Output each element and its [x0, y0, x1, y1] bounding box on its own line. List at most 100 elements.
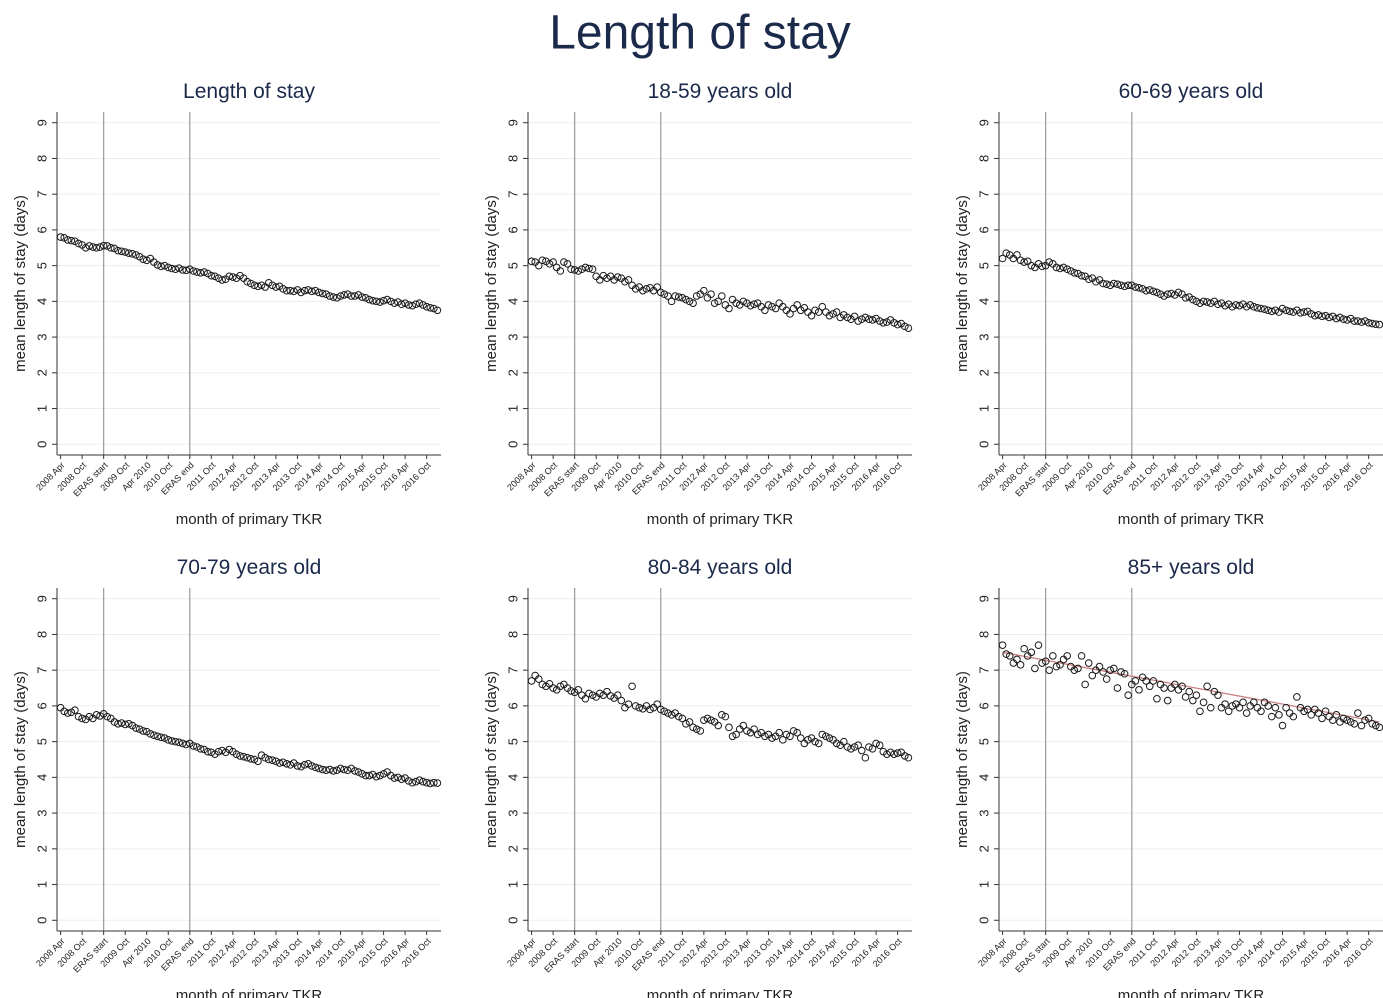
point: [1102, 280, 1111, 289]
point: [430, 778, 438, 787]
y-axis-label: mean length of stay (days): [12, 671, 29, 848]
point: [743, 727, 751, 735]
point: [426, 779, 435, 788]
point: [714, 297, 723, 306]
point: [1124, 691, 1132, 699]
point: [232, 750, 241, 758]
point: [261, 753, 269, 762]
point: [750, 725, 758, 733]
y-tick-label: 9: [34, 595, 49, 602]
point: [358, 769, 366, 778]
point: [412, 777, 420, 786]
point: [1110, 664, 1118, 673]
point: [1106, 666, 1115, 674]
point: [1325, 313, 1333, 322]
point: [1059, 263, 1068, 272]
y-tick-label: 7: [976, 191, 991, 198]
point: [415, 776, 424, 785]
point: [998, 254, 1007, 263]
point: [646, 705, 654, 714]
point: [725, 723, 733, 732]
point: [139, 255, 147, 264]
point: [850, 743, 859, 751]
point: [1321, 707, 1330, 716]
point: [250, 281, 259, 290]
y-tick-label: 9: [505, 119, 520, 126]
point: [1368, 719, 1377, 728]
point: [861, 313, 870, 322]
point: [60, 707, 68, 716]
point: [653, 700, 661, 708]
point: [1002, 249, 1010, 257]
point: [63, 236, 72, 244]
point: [843, 313, 852, 322]
point: [135, 725, 144, 733]
point: [538, 256, 547, 265]
y-tick-label: 6: [505, 226, 520, 233]
point: [1156, 290, 1165, 299]
x-axis-label: month of primary TKR: [1118, 987, 1265, 998]
point: [527, 257, 536, 266]
point: [1350, 719, 1359, 728]
point: [178, 739, 187, 748]
point: [1228, 702, 1237, 710]
y-tick-label: 6: [976, 702, 991, 709]
y-tick-label: 7: [34, 191, 49, 198]
point: [682, 719, 690, 728]
point: [1318, 312, 1326, 321]
point: [639, 286, 647, 295]
point: [218, 276, 226, 284]
point: [1110, 279, 1118, 288]
point: [1016, 661, 1025, 669]
point: [322, 290, 330, 299]
point: [1221, 301, 1229, 310]
point: [1192, 691, 1201, 699]
point: [343, 766, 352, 775]
y-tick-label: 1: [34, 405, 49, 412]
point: [351, 292, 359, 300]
point: [333, 766, 341, 775]
y-tick-label: 0: [976, 917, 991, 924]
point: [768, 302, 776, 311]
point: [171, 737, 180, 746]
point: [624, 700, 633, 708]
point: [1113, 280, 1122, 289]
point: [1084, 275, 1093, 284]
point: [739, 297, 748, 306]
point: [207, 748, 216, 757]
y-tick-label: 0: [34, 441, 49, 448]
point: [1127, 281, 1136, 290]
point: [886, 748, 895, 757]
point: [71, 706, 79, 714]
point: [664, 709, 672, 717]
point: [1174, 288, 1183, 297]
point: [268, 281, 277, 290]
point: [178, 266, 187, 274]
point: [1052, 263, 1061, 272]
y-axis-label: mean length of stay (days): [483, 671, 500, 848]
point: [750, 300, 758, 309]
y-tick-label: 5: [505, 262, 520, 269]
point: [85, 242, 94, 250]
point: [732, 730, 740, 739]
point: [868, 744, 877, 753]
point: [415, 299, 424, 307]
point: [315, 764, 323, 773]
point: [753, 730, 762, 739]
point: [92, 711, 101, 719]
point: [761, 306, 769, 315]
point: [664, 292, 672, 300]
y-tick-label: 8: [34, 155, 49, 162]
point: [703, 714, 712, 723]
y-tick-label: 8: [976, 155, 991, 162]
point: [160, 261, 169, 270]
point: [843, 743, 852, 751]
point: [246, 279, 255, 288]
point: [379, 296, 388, 305]
point: [168, 737, 176, 745]
point: [132, 251, 140, 259]
point: [818, 730, 827, 739]
point: [243, 753, 252, 762]
